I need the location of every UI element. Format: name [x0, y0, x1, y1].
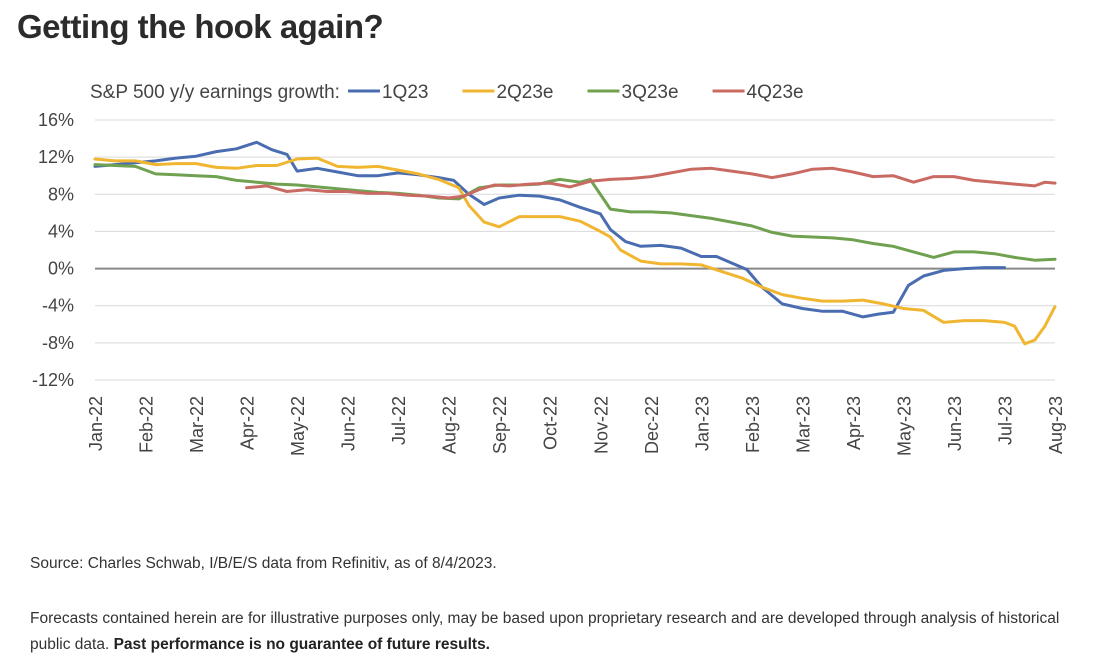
x-tick-label: May-22 [288, 396, 308, 456]
series-line-4q23e [245, 166, 1057, 200]
disclaimer: Forecasts contained herein are for illus… [30, 606, 1080, 658]
series-line-1q23 [93, 140, 1006, 319]
x-tick-label: Jul-22 [389, 396, 409, 445]
x-tick-label: Dec-22 [642, 396, 662, 454]
x-tick-label: Sep-22 [490, 396, 510, 454]
x-tick-label: Feb-22 [137, 396, 157, 453]
y-tick-label: 16% [38, 110, 74, 130]
x-tick-label: May-23 [894, 396, 914, 456]
legend-title: S&P 500 y/y earnings growth: [90, 82, 340, 103]
disclaimer-text: Forecasts contained herein are for illus… [30, 610, 1060, 653]
x-tick-label: Jan-23 [692, 396, 712, 451]
y-tick-label: 0% [48, 259, 74, 279]
chart-legend: S&P 500 y/y earnings growth: 1Q23 2Q23e 3Q… [90, 82, 804, 103]
y-tick-label: 4% [48, 221, 74, 241]
x-tick-label: Apr-23 [844, 396, 864, 450]
source-note: Source: Charles Schwab, I/B/E/S data fro… [30, 555, 497, 572]
y-tick-label: -4% [42, 296, 74, 316]
legend-label-3q23e: 3Q23e [622, 82, 679, 103]
x-tick-label: Mar-22 [187, 396, 207, 453]
series-line-2q23e [93, 156, 1057, 346]
y-tick-label: -12% [32, 370, 74, 390]
x-tick-label: Jun-22 [339, 396, 359, 451]
y-tick-label: 8% [48, 184, 74, 204]
legend-label-4q23e: 4Q23e [747, 82, 804, 103]
x-tick-label: Aug-23 [1046, 396, 1066, 454]
y-tick-label: 12% [38, 147, 74, 167]
y-axis-ticks: 16% 12% 8% 4% 0% -4% -8% -12% [32, 110, 74, 390]
x-tick-label: Nov-22 [591, 396, 611, 454]
disclaimer-bold: Past performance is no guarantee of futu… [113, 636, 490, 653]
x-tick-label: Jun-23 [945, 396, 965, 451]
x-tick-label: Mar-23 [793, 396, 813, 453]
x-tick-label: Jan-22 [86, 396, 106, 451]
series-lines [93, 140, 1057, 346]
y-tick-label: -8% [42, 333, 74, 353]
series-line-3q23e [93, 163, 1057, 262]
x-tick-label: Jul-23 [995, 396, 1015, 445]
earnings-growth-chart: S&P 500 y/y earnings growth: 1Q23 2Q23e 3Q… [32, 82, 1066, 456]
x-tick-label: Feb-23 [743, 396, 763, 453]
x-axis-ticks: Jan-22 Feb-22 Mar-22 Apr-22 May-22 Jun-22 Jul-… [86, 396, 1066, 456]
legend-label-2q23e: 2Q23e [496, 82, 553, 103]
chart-headline: Getting the hook again? [17, 8, 384, 45]
x-tick-label: Apr-22 [238, 396, 258, 450]
legend-label-1q23: 1Q23 [382, 82, 428, 103]
x-tick-label: Aug-22 [440, 396, 460, 454]
x-tick-label: Oct-22 [541, 396, 561, 450]
